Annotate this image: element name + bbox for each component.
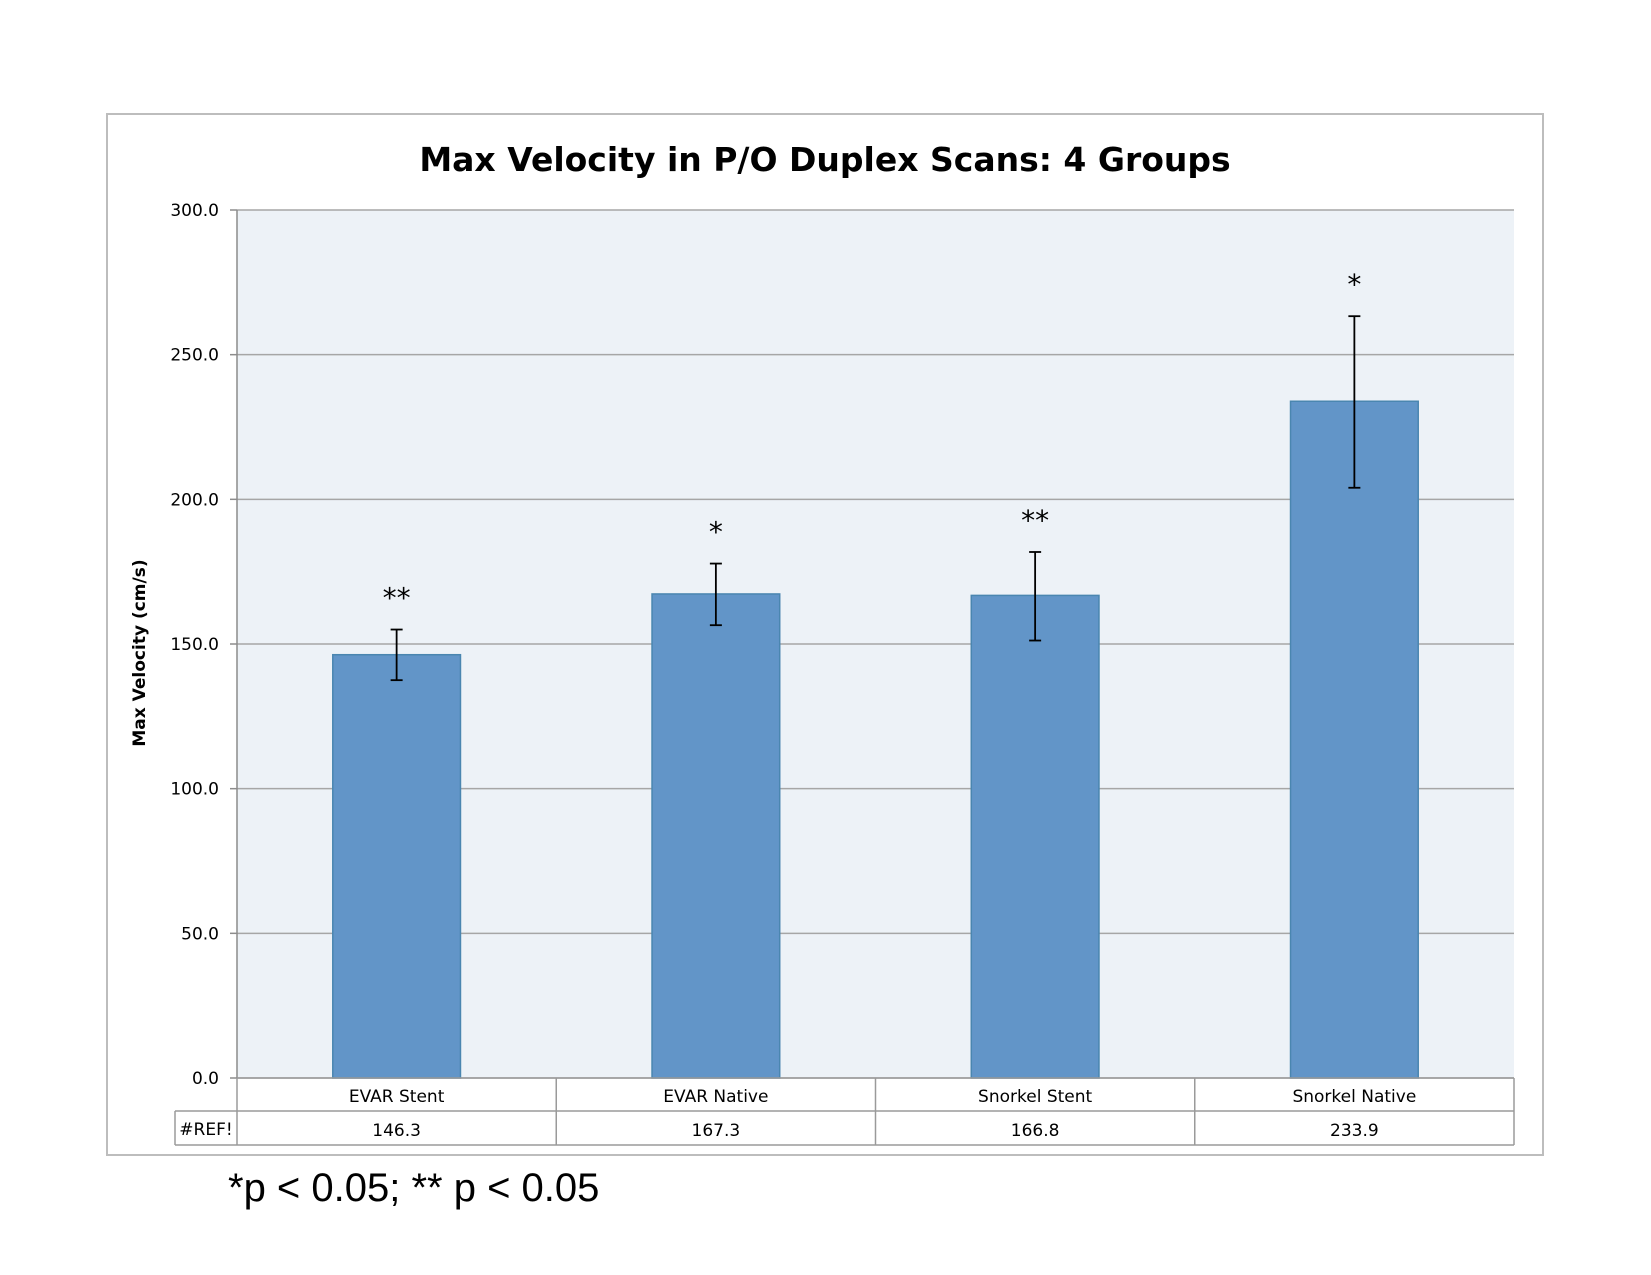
table-value: 167.3 bbox=[692, 1121, 741, 1141]
category-label: Snorkel Native bbox=[1292, 1087, 1416, 1107]
significance-markers: *** *** bbox=[383, 268, 1362, 614]
category-label: EVAR Stent bbox=[349, 1087, 445, 1107]
y-axis-label: Max Velocity (cm/s) bbox=[130, 559, 150, 746]
category-label: EVAR Native bbox=[663, 1087, 768, 1107]
y-axis-ticks: 0.0 50.0 100.0 150.0 200.0 250.0 300.0 bbox=[170, 201, 238, 1089]
y-tick-label: 300.0 bbox=[170, 201, 219, 221]
y-tick-label: 50.0 bbox=[181, 924, 219, 944]
footnote: *p < 0.05; ** p < 0.05 bbox=[228, 1166, 600, 1210]
y-tick-label: 200.0 bbox=[170, 490, 219, 510]
bar bbox=[970, 594, 1100, 1079]
significance-marker: ** bbox=[383, 582, 411, 615]
table-value: 166.8 bbox=[1011, 1121, 1060, 1141]
y-tick-label: 150.0 bbox=[170, 635, 219, 655]
chart-title: Max Velocity in P/O Duplex Scans: 4 Grou… bbox=[419, 140, 1230, 179]
significance-marker: * bbox=[1347, 268, 1361, 301]
y-tick-label: 0.0 bbox=[192, 1069, 219, 1089]
y-tick-label: 100.0 bbox=[170, 780, 219, 800]
bar bbox=[1289, 400, 1419, 1079]
data-table: #REF! EVAR Stent 146.3 EVAR Native 167.3 Snor… bbox=[174, 1077, 1515, 1146]
bar bbox=[332, 653, 462, 1079]
table-row-label: #REF! bbox=[179, 1120, 232, 1140]
y-tick-label: 250.0 bbox=[170, 346, 219, 366]
bar bbox=[651, 593, 781, 1079]
category-label: Snorkel Stent bbox=[978, 1087, 1092, 1107]
error-bars bbox=[390, 315, 1361, 682]
significance-marker: * bbox=[709, 516, 723, 549]
significance-marker: ** bbox=[1021, 504, 1049, 537]
table-value: 146.3 bbox=[372, 1121, 421, 1141]
table-value: 233.9 bbox=[1330, 1121, 1379, 1141]
